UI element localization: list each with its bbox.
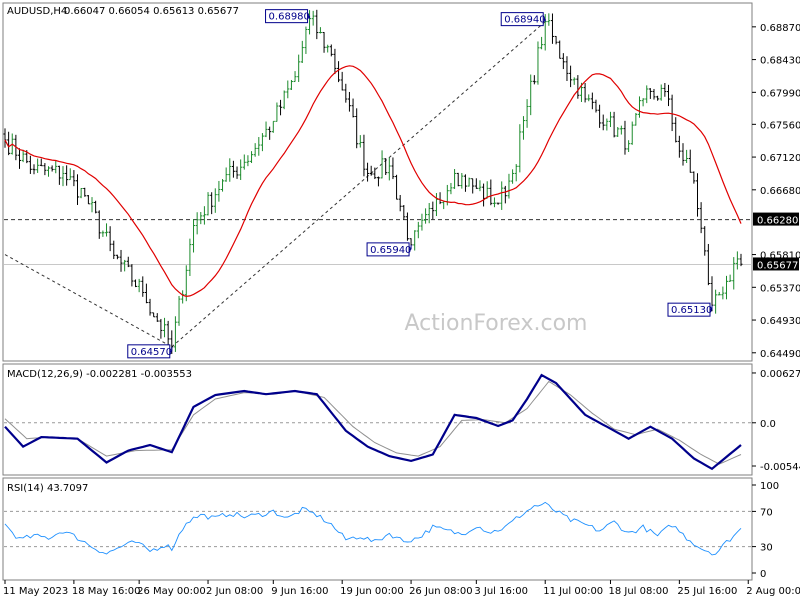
price-tick-label: 0.67560: [760, 120, 800, 131]
macd-axis: 0.006275 0.0 -0.005446: [752, 369, 800, 473]
rsi-line: [4, 501, 742, 556]
level-price-tag: 0.66280: [757, 216, 798, 227]
price-tick-label: 0.65810: [760, 251, 800, 262]
swing-label-box: [500, 12, 544, 27]
price-tick-label: 0.66680: [760, 186, 800, 197]
time-tick-label: 18 May 16:00: [72, 586, 141, 597]
declining-trend-line: [4, 254, 173, 348]
watermark: ActionForex.com: [405, 311, 588, 336]
price-tick-label: 0.64930: [760, 316, 800, 327]
swing-label: 0.65130: [671, 305, 712, 316]
trend-lines: [4, 21, 546, 348]
current-price-tag: 0.65677: [757, 260, 798, 271]
rsi-axis: 100 70 30 0: [752, 481, 779, 580]
time-tick-label: 11 Jul 00:00: [543, 586, 603, 597]
time-tick-label: 19 Jun 00:00: [340, 586, 404, 597]
time-tick-label: 2 Jun 08:00: [206, 586, 263, 597]
swing-label: 0.68940: [504, 15, 545, 26]
swing-label-box: [127, 344, 171, 359]
price-tick-label: 0.67120: [760, 153, 800, 164]
price-tick-label: 0.67990: [760, 88, 800, 99]
macd-main-line: [4, 373, 742, 471]
swing-label: 0.64570: [131, 347, 172, 358]
rsi-tick-label: 30: [760, 543, 773, 554]
rsi-panel-title: RSI(14) 43.7097: [7, 483, 88, 494]
swing-label: 0.68980: [269, 12, 310, 23]
swing-label-box: [265, 9, 309, 24]
macd-tick-label: -0.005446: [760, 462, 800, 473]
macd-tick-label: 0.0: [760, 419, 776, 430]
price-candles: [3, 9, 743, 354]
moving-average-line: [4, 65, 742, 298]
level-price-tag-bg: [753, 212, 799, 226]
rsi-tick-label: 100: [760, 481, 779, 492]
swing-label-box: [366, 242, 410, 257]
time-tick-label: 11 May 2023: [3, 586, 68, 597]
time-tick-label: 25 Jul 16:00: [677, 586, 737, 597]
current-price-tag-bg: [753, 257, 799, 271]
macd-tick-label: 0.006275: [760, 369, 800, 380]
rising-trend-line: [171, 21, 546, 348]
macd-panel-title: MACD(12,26,9) -0.002281 -0.003553: [7, 369, 192, 380]
price-tick-label: 0.68870: [760, 23, 800, 34]
rsi-tick-label: 70: [760, 507, 773, 518]
time-tick-label: 2 Aug 00:00: [746, 586, 800, 597]
time-tick-label: 18 Jul 08:00: [608, 586, 668, 597]
price-axis: 0.68870 0.68430 0.67990 0.67560 0.67120 0.666…: [752, 23, 800, 360]
swing-label: 0.65940: [370, 245, 411, 256]
price-tick-label: 0.68430: [760, 56, 800, 67]
time-tick-label: 9 Jun 16:00: [271, 586, 328, 597]
price-panel-title: AUDUSD,H4: [7, 6, 67, 17]
rsi-panel-frame: [2, 477, 753, 581]
macd-panel-frame: [2, 363, 753, 476]
time-tick-label: 3 Jul 16:00: [474, 586, 528, 597]
price-ohlc-readout: 0.66047 0.66054 0.65613 0.65677: [64, 6, 239, 17]
time-tick-label: 26 Jun 08:00: [409, 586, 473, 597]
rsi-tick-label: 0: [760, 569, 766, 580]
price-panel-frame: [2, 2, 753, 362]
swing-label-box: [667, 302, 711, 317]
time-tick-label: 26 May 00:00: [137, 586, 206, 597]
price-tick-label: 0.65370: [760, 283, 800, 294]
rsi-reference-lines: [4, 510, 752, 548]
swing-labels: 0.64570 0.68980 0.65940 0.68940 0.65130: [127, 9, 713, 359]
price-tick-label: 0.64490: [760, 349, 800, 360]
